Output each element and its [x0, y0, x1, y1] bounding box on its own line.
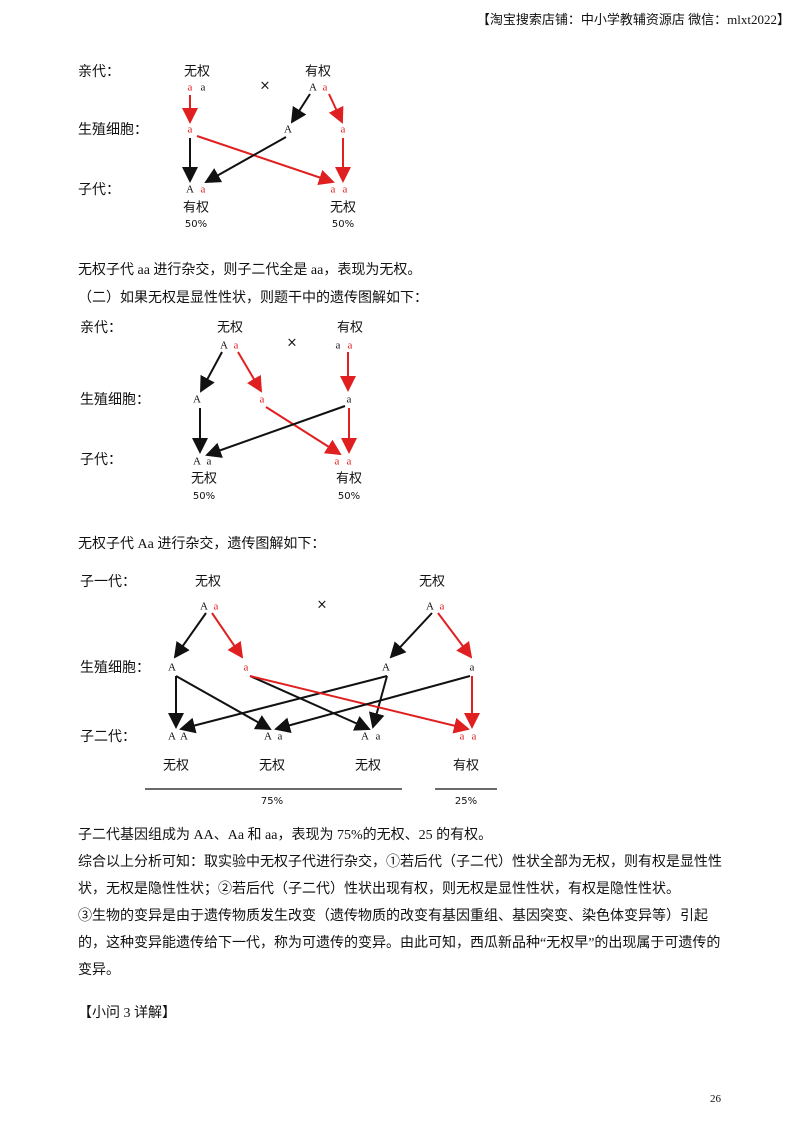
gene: a — [440, 601, 445, 613]
paragraph: 综合以上分析可知：取实验中无权子代进行杂交，①若后代（子二代）性状全部为无权，则… — [78, 855, 722, 897]
phenotype: 有权 — [453, 758, 479, 774]
paragraph: 子二代基因组成为 AA、Aa 和 aa，表现为 75%的无权、25 的有权。 — [78, 828, 493, 843]
row-label: 亲代： — [80, 320, 122, 336]
phenotype: 有权 — [183, 200, 209, 216]
ratio: 50% — [332, 219, 354, 230]
offspring-gene: A — [168, 731, 176, 743]
gamete: a — [470, 662, 475, 674]
ratio: 25% — [455, 796, 477, 807]
gene: a — [201, 82, 206, 94]
offspring-gene: a — [343, 184, 348, 196]
gamete: A — [168, 662, 176, 674]
cross: × — [317, 598, 328, 613]
offspring-gene: a — [331, 184, 336, 196]
gamete: A — [284, 124, 292, 136]
paragraph: ③生物的变异是由于遗传物质发生改变（遗传物质的改变有基因重组、基因突变、染色体变… — [78, 909, 721, 978]
gamete: a — [341, 124, 346, 136]
gamete: a — [347, 394, 352, 406]
gene: a — [348, 340, 353, 352]
page-number: 26 — [710, 1093, 721, 1105]
offspring-gene: A — [180, 731, 188, 743]
offspring-gene: a — [207, 456, 212, 468]
parent: 无权 — [195, 574, 221, 590]
gene: A — [426, 601, 434, 613]
gamete: a — [260, 394, 265, 406]
offspring-gene: a — [278, 731, 283, 743]
gene: A — [200, 601, 208, 613]
offspring-gene: a — [460, 731, 465, 743]
offspring-gene: a — [201, 184, 206, 196]
row-label: 子一代： — [80, 574, 136, 590]
row-label: 生殖细胞： — [80, 391, 150, 408]
gene: a — [336, 340, 341, 352]
section-heading: 【小问 3 详解】 — [78, 1006, 176, 1021]
row-label: 生殖细胞： — [78, 121, 148, 138]
phenotype: 无权 — [259, 758, 285, 774]
row-label: 子代： — [78, 182, 120, 198]
offspring-gene: a — [472, 731, 477, 743]
row-label: 亲代： — [78, 64, 120, 80]
gamete: a — [188, 124, 193, 136]
phenotype: 无权 — [163, 758, 189, 774]
cross: × — [287, 336, 298, 351]
gene: a — [188, 82, 193, 94]
offspring-gene: a — [347, 456, 352, 468]
ratio: 75% — [261, 796, 283, 807]
gene: A — [309, 82, 317, 94]
offspring-gene: a — [376, 731, 381, 743]
ratio: 50% — [338, 491, 360, 502]
paragraph: （二）如果无权是显性性状，则题干中的遗传图解如下： — [78, 291, 428, 306]
parent: 有权 — [337, 320, 363, 336]
offspring-gene: A — [186, 184, 194, 196]
header: 【淘宝搜索店铺：中小学教辅资源店 微信：mlxt2022】 — [476, 12, 790, 27]
ratio: 50% — [193, 491, 215, 502]
diagram-3: 子一代： 生殖细胞： 子二代： 无权 无权 × A a A a A a A a … — [80, 574, 497, 807]
phenotype: 有权 — [336, 471, 362, 487]
gene: A — [220, 340, 228, 352]
parent: 有权 — [305, 64, 331, 80]
paragraph: 无权子代 Aa 进行杂交，遗传图解如下： — [78, 537, 326, 552]
gamete: A — [382, 662, 390, 674]
offspring-gene: A — [264, 731, 272, 743]
phenotype: 无权 — [330, 200, 356, 216]
row-label: 子二代： — [80, 729, 136, 745]
phenotype: 无权 — [355, 758, 381, 774]
diagram-2: 亲代： 生殖细胞： 子代： 无权 有权 × A a a a A a a A a … — [80, 320, 363, 503]
ratio: 50% — [185, 219, 207, 230]
parent: 无权 — [217, 320, 243, 336]
gene: a — [234, 340, 239, 352]
paragraph: 无权子代 aa 进行杂交，则子二代全是 aa，表现为无权。 — [78, 263, 422, 278]
phenotype: 无权 — [191, 471, 217, 487]
diagram-1: 亲代： 生殖细胞： 子代： 无权 有权 × a a A a a A a A a … — [78, 64, 356, 231]
gene: a — [214, 601, 219, 613]
parent: 无权 — [184, 64, 210, 80]
gene: a — [323, 82, 328, 94]
parent: 无权 — [419, 574, 445, 590]
gamete: a — [244, 662, 249, 674]
offspring-gene: A — [361, 731, 369, 743]
offspring-gene: A — [193, 456, 201, 468]
row-label: 生殖细胞： — [80, 659, 150, 676]
cross: × — [260, 79, 271, 94]
gamete: A — [193, 394, 201, 406]
offspring-gene: a — [335, 456, 340, 468]
row-label: 子代： — [80, 452, 122, 468]
